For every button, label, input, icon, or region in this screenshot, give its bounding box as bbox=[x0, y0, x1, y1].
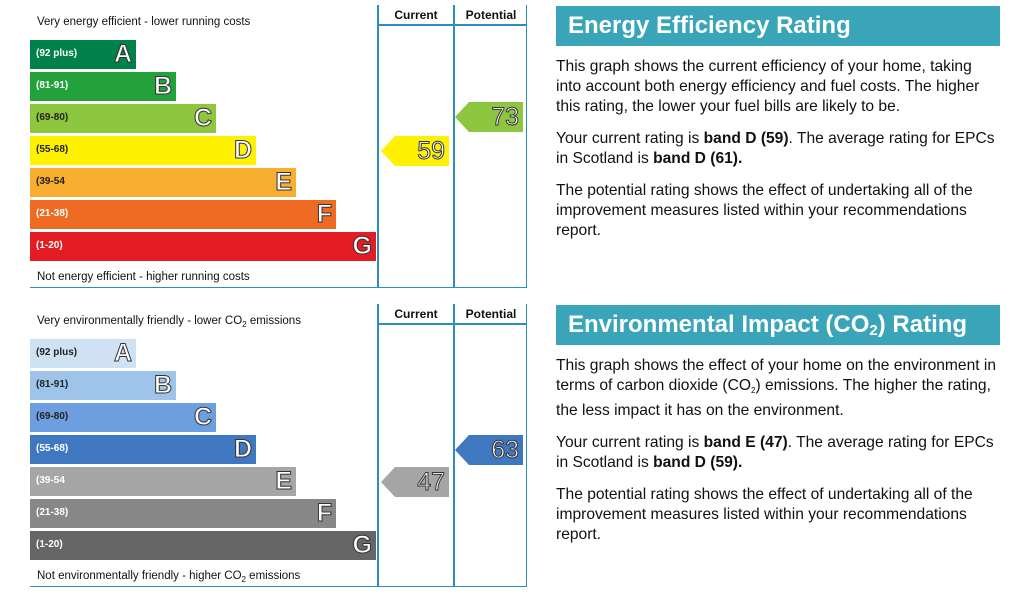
band-letter: B bbox=[153, 72, 172, 100]
energy-efficiency-chart: Current Potential Very energy efficient … bbox=[30, 5, 528, 288]
marker-arrow-fill bbox=[381, 135, 449, 166]
marker-value: 47 bbox=[417, 467, 446, 496]
band-d: (55-68) D bbox=[30, 435, 256, 464]
chart-frame bbox=[30, 304, 527, 587]
band-range-label: (69-80) bbox=[36, 411, 69, 422]
band-letter: B bbox=[153, 371, 172, 399]
current-rating-marker: 59 bbox=[381, 135, 449, 166]
current-rating-marker: 47 bbox=[381, 466, 449, 497]
band-range-label: (92 plus) bbox=[36, 48, 78, 59]
band-letter: F bbox=[316, 200, 332, 228]
header-divider bbox=[377, 24, 527, 26]
band-range-label: (1-20) bbox=[36, 240, 63, 251]
band-letter: G bbox=[352, 531, 372, 559]
band-e: (39-54 E bbox=[30, 168, 296, 197]
band-letter: E bbox=[275, 467, 293, 495]
panel-title: Environmental Impact (CO2) Rating bbox=[556, 305, 1000, 345]
band-letter: E bbox=[275, 168, 293, 196]
band-range-label: (21-38) bbox=[36, 507, 69, 518]
potential-rating-paragraph: The potential rating shows the effect of… bbox=[556, 486, 973, 543]
band-letter: A bbox=[113, 40, 132, 68]
band-a: (92 plus) A bbox=[30, 339, 136, 368]
potential-rating-marker: 63 bbox=[455, 434, 523, 465]
band-letter: G bbox=[352, 232, 372, 260]
environmental-impact-chart: Current Potential Very environmentally f… bbox=[30, 304, 528, 587]
band-b: (81-91) B bbox=[30, 371, 176, 400]
band-range-label: (1-20) bbox=[36, 539, 63, 550]
band-letter: D bbox=[233, 435, 252, 463]
marker-arrow-shape bbox=[381, 466, 449, 497]
current-column-divider bbox=[377, 5, 379, 288]
potential-column-divider bbox=[453, 304, 455, 587]
description-paragraph: This graph shows the effect of your home… bbox=[556, 357, 997, 419]
band-e: (39-54 E bbox=[30, 467, 296, 496]
band-range-label: (39-54 bbox=[36, 176, 65, 187]
marker-arrow-fill bbox=[381, 466, 449, 497]
band-letter: A bbox=[113, 339, 132, 367]
marker-value: 63 bbox=[491, 435, 520, 464]
current-column-header: Current bbox=[394, 307, 438, 321]
chart-top-label: Very environmentally friendly - lower CO… bbox=[37, 315, 301, 329]
potential-column-header: Potential bbox=[465, 307, 517, 321]
band-range-label: (55-68) bbox=[36, 443, 69, 454]
band-range-label: (92 plus) bbox=[36, 347, 78, 358]
marker-arrow-fill bbox=[455, 101, 523, 132]
chart-top-label: Very energy efficient - lower running co… bbox=[37, 16, 251, 28]
band-b: (81-91) B bbox=[30, 72, 176, 101]
band-c: (69-80) C bbox=[30, 403, 216, 432]
band-range-label: (39-54 bbox=[36, 475, 65, 486]
current-rating-paragraph: Your current rating is band D (59). The … bbox=[556, 130, 995, 167]
band-a: (92 plus) A bbox=[30, 40, 136, 69]
band-d: (55-68) D bbox=[30, 136, 256, 165]
current-column-header: Current bbox=[394, 8, 438, 22]
band-letter: D bbox=[233, 136, 252, 164]
band-letter: F bbox=[316, 499, 332, 527]
chart-frame bbox=[30, 5, 527, 288]
chart-bottom-label: Not energy efficient - higher running co… bbox=[37, 271, 250, 283]
marker-value: 59 bbox=[417, 136, 446, 165]
band-range-label: (81-91) bbox=[36, 379, 69, 390]
marker-value: 73 bbox=[491, 102, 520, 131]
potential-column-header: Potential bbox=[465, 8, 517, 22]
header-divider bbox=[377, 323, 527, 325]
marker-arrow-fill bbox=[455, 434, 523, 465]
energy-rating-panel: Energy Efficiency Rating This graph show… bbox=[556, 6, 1000, 241]
current-rating-paragraph: Your current rating is band E (47). The … bbox=[556, 434, 994, 471]
current-column-divider bbox=[377, 304, 379, 587]
panel-title: Energy Efficiency Rating bbox=[556, 6, 1000, 46]
band-range-label: (69-80) bbox=[36, 112, 69, 123]
potential-column-divider bbox=[453, 5, 455, 288]
band-letter: C bbox=[193, 403, 212, 431]
potential-rating-marker: 73 bbox=[455, 101, 523, 132]
marker-arrow-shape bbox=[455, 434, 523, 465]
band-range-label: (55-68) bbox=[36, 144, 69, 155]
band-range-label: (81-91) bbox=[36, 80, 69, 91]
band-f: (21-38) F bbox=[30, 499, 336, 528]
band-c: (69-80) C bbox=[30, 104, 216, 133]
description-paragraph: This graph shows the current efficiency … bbox=[556, 58, 980, 115]
band-letter: C bbox=[193, 104, 212, 132]
band-range-label: (21-38) bbox=[36, 208, 69, 219]
marker-arrow-shape bbox=[381, 135, 449, 166]
marker-arrow-shape bbox=[455, 101, 523, 132]
band-g: (1-20) G bbox=[30, 531, 376, 560]
environmental-rating-panel: Environmental Impact (CO2) Rating This g… bbox=[556, 305, 1000, 545]
potential-rating-paragraph: The potential rating shows the effect of… bbox=[556, 182, 973, 239]
chart-bottom-label: Not environmentally friendly - higher CO… bbox=[37, 570, 301, 584]
band-f: (21-38) F bbox=[30, 200, 336, 229]
band-g: (1-20) G bbox=[30, 232, 376, 261]
